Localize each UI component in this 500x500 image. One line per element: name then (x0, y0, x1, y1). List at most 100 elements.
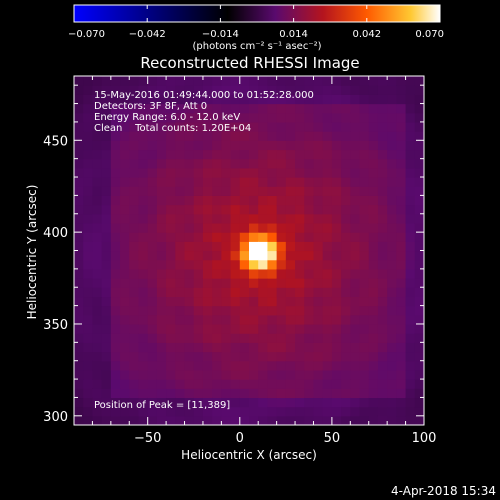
heatmap-pixel (156, 259, 167, 270)
heatmap-pixel (322, 241, 333, 252)
heatmap-pixel (249, 213, 259, 224)
heatmap-pixel (276, 222, 287, 233)
heatmap-pixel (368, 94, 379, 105)
heatmap-pixel (377, 259, 388, 270)
heatmap-pixel (83, 232, 94, 242)
heatmap-pixel (304, 222, 315, 233)
heatmap-pixel (313, 259, 324, 270)
heatmap-pixel (350, 131, 361, 141)
heatmap-pixel (322, 268, 333, 279)
heatmap-pixel (295, 323, 305, 334)
heatmap-pixel (295, 167, 305, 178)
heatmap-pixel (322, 85, 333, 95)
heatmap-pixel (184, 342, 195, 353)
heatmap-pixel (138, 415, 149, 425)
heatmap-pixel (350, 204, 361, 215)
heatmap-pixel (92, 121, 103, 132)
heatmap-pixel (295, 103, 305, 114)
heatmap-pixel (322, 342, 333, 353)
heatmap-pixel (414, 167, 424, 178)
heatmap-pixel (212, 112, 222, 123)
heatmap-pixel (156, 167, 167, 178)
heatmap-pixel (221, 204, 232, 215)
heatmap-pixel (239, 259, 250, 270)
heatmap-pixel (138, 323, 149, 334)
heatmap-pixel (230, 112, 241, 123)
heatmap-pixel (138, 379, 149, 389)
heatmap-pixel (414, 112, 424, 123)
heatmap-pixel (221, 112, 232, 123)
heatmap-pixel (92, 314, 103, 325)
heatmap-pixel (359, 305, 370, 316)
heatmap-pixel (156, 250, 167, 261)
heatmap-pixel (295, 369, 305, 380)
heatmap-pixel (359, 259, 370, 270)
heatmap-pixel (267, 222, 278, 233)
heatmap-pixel (138, 287, 149, 298)
heatmap-pixel (414, 94, 424, 105)
heatmap-pixel (285, 112, 296, 123)
heatmap-pixel (276, 259, 287, 270)
heatmap-pixel (341, 177, 351, 187)
heatmap-pixel (304, 241, 315, 252)
heatmap-pixel (212, 333, 222, 343)
heatmap-pixel (313, 268, 324, 279)
heatmap-pixel (175, 177, 186, 187)
heatmap-pixel (387, 415, 397, 425)
heatmap-pixel (322, 121, 333, 132)
heatmap-pixel (175, 149, 186, 160)
heatmap-pixel (239, 278, 250, 288)
heatmap-pixel (322, 158, 333, 169)
heatmap-pixel (120, 406, 130, 417)
heatmap-pixel (313, 287, 324, 298)
heatmap-pixel (175, 250, 186, 261)
heatmap-pixel (387, 397, 397, 408)
heatmap-pixel (295, 406, 305, 417)
heatmap-pixel (368, 305, 379, 316)
heatmap-pixel (74, 167, 84, 178)
heatmap-pixel (83, 296, 94, 307)
heatmap-pixel (377, 369, 388, 380)
heatmap-pixel (74, 369, 84, 380)
heatmap-pixel (276, 314, 287, 325)
heatmap-pixel (405, 296, 416, 307)
heatmap-pixel (276, 204, 287, 215)
heatmap-pixel (239, 204, 250, 215)
heatmap-pixel (359, 177, 370, 187)
heatmap-pixel (74, 222, 84, 233)
heatmap-pixel (193, 131, 204, 141)
heatmap-pixel (249, 323, 259, 334)
heatmap-pixel (101, 351, 112, 362)
heatmap-pixel (138, 360, 149, 371)
heatmap-pixel (74, 397, 84, 408)
heatmap-pixel (110, 222, 121, 233)
heatmap-pixel (193, 305, 204, 316)
heatmap-pixel (331, 112, 342, 123)
heatmap-pixel (387, 195, 397, 206)
heatmap-pixel (331, 213, 342, 224)
heatmap-pixel (285, 333, 296, 343)
heatmap-pixel (239, 112, 250, 123)
heatmap-pixel (387, 131, 397, 141)
heatmap-pixel (396, 149, 407, 160)
heatmap-pixel (138, 213, 149, 224)
heatmap-pixel (396, 360, 407, 371)
heatmap-pixel (359, 232, 370, 242)
heatmap-pixel (74, 241, 84, 252)
heatmap-pixel (175, 121, 186, 132)
heatmap-pixel (92, 268, 103, 279)
heatmap-pixel (331, 351, 342, 362)
axis-ticks: −50 0 50 100 300 350 400 450 (43, 76, 436, 446)
heatmap-pixel (74, 333, 84, 343)
heatmap-pixel (258, 388, 269, 399)
heatmap-pixel (350, 149, 361, 160)
heatmap-pixel (129, 342, 140, 353)
heatmap-pixel (83, 406, 94, 417)
heatmap-pixel (249, 158, 259, 169)
heatmap-pixel (267, 333, 278, 343)
heatmap-pixel (387, 369, 397, 380)
heatmap-pixel (83, 342, 94, 353)
colorbar-frame (73, 4, 441, 23)
heatmap-pixel (276, 232, 287, 242)
heatmap-pixel (110, 204, 121, 215)
